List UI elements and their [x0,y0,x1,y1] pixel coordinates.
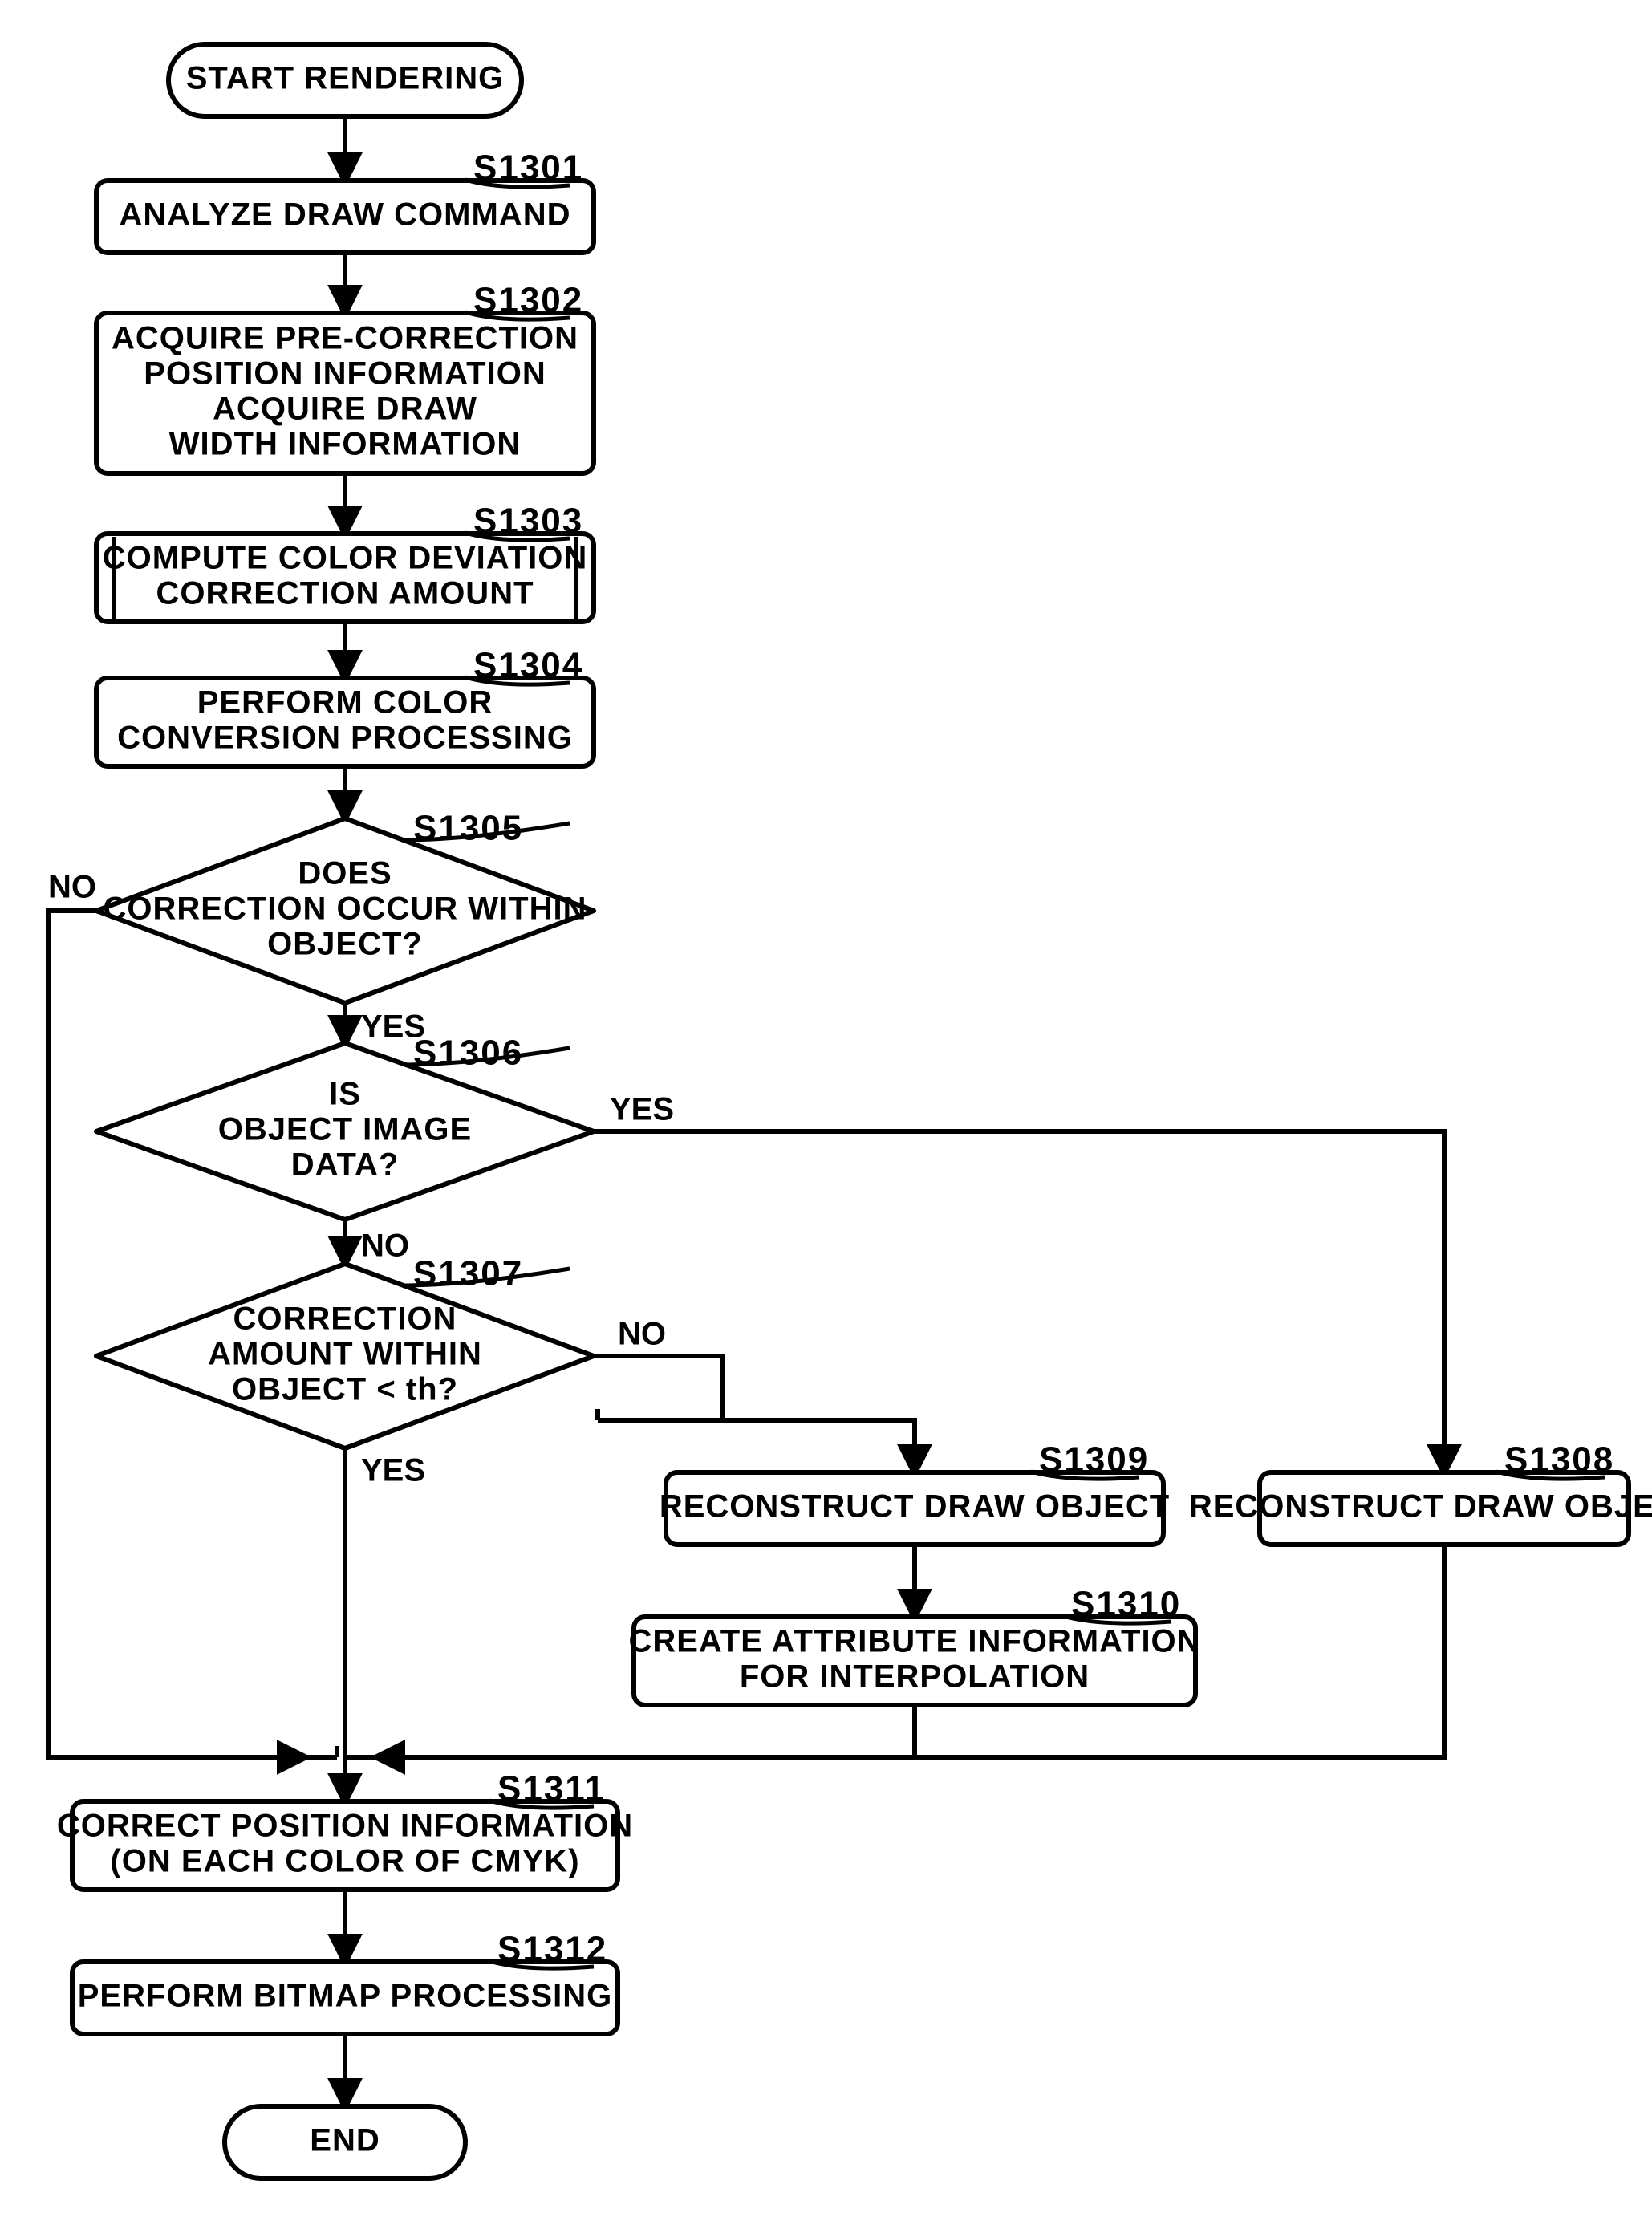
node-text: OBJECT IMAGE [218,1112,472,1147]
node-text: OBJECT? [267,927,423,962]
flow-edge [722,1420,915,1472]
step-label: S1309 [1039,1440,1149,1480]
node-text: CONVERSION PROCESSING [117,721,573,756]
node-text: CREATE ATTRIBUTE INFORMATION [628,1624,1200,1659]
step-label: S1303 [473,501,583,541]
node-text: POSITION INFORMATION [144,356,546,392]
node-text: FOR INTERPOLATION [740,1659,1090,1695]
node-s1307: CORRECTIONAMOUNT WITHINOBJECT < th? S1307 [96,1254,594,1448]
node-text: CORRECTION AMOUNT [156,576,534,611]
node-text: (ON EACH COLOR OF CMYK) [110,1844,579,1879]
node-text: OBJECT < th? [232,1372,458,1407]
node-s1308: RECONSTRUCT DRAW OBJECT S1308 [1189,1440,1652,1545]
step-label: S1307 [413,1254,523,1293]
flow-edge [377,1705,915,1757]
node-text: DOES [298,856,392,891]
step-label: S1304 [473,646,583,685]
node-s1306: ISOBJECT IMAGEDATA? S1306 [96,1033,594,1220]
node-text: WIDTH INFORMATION [169,427,521,462]
edge-label: YES [361,1453,425,1488]
node-text: START RENDERING [186,61,504,96]
node-text: CORRECTION OCCUR WITHIN [104,891,587,927]
node-text: ACQUIRE DRAW [213,392,477,427]
node-text: RECONSTRUCT DRAW OBJECT [1189,1489,1652,1525]
flow-edge [594,1356,722,1420]
edge-label: NO [361,1228,409,1264]
step-label: S1310 [1071,1585,1181,1624]
edge-label: YES [610,1092,674,1127]
node-text: CORRECT POSITION INFORMATION [57,1809,633,1844]
node-text: IS [329,1077,361,1112]
node-text: CORRECTION [233,1301,457,1337]
step-label: S1312 [497,1930,607,1969]
step-label: S1308 [1504,1440,1614,1480]
edge-label: NO [48,870,96,905]
step-label: S1306 [413,1033,523,1073]
node-start: START RENDERING [168,44,522,116]
step-label: S1302 [473,281,583,320]
node-text: END [310,2123,380,2158]
node-s1305: DOESCORRECTION OCCUR WITHINOBJECT? S1305 [96,809,594,1003]
step-label: S1305 [413,809,523,848]
edge-label: NO [618,1317,666,1352]
node-text: PERFORM COLOR [197,685,493,721]
step-label: S1301 [473,148,583,188]
node-text: ACQUIRE PRE-CORRECTION [112,321,578,356]
node-text: ANALYZE DRAW COMMAND [120,197,571,233]
node-text: COMPUTE COLOR DEVIATION [103,541,587,576]
node-text: AMOUNT WITHIN [208,1337,482,1372]
node-end: END [225,2106,465,2178]
step-label: S1311 [497,1769,606,1809]
node-text: DATA? [291,1147,400,1183]
node-text: PERFORM BITMAP PROCESSING [78,1979,613,2014]
node-text: RECONSTRUCT DRAW OBJECT [660,1489,1170,1525]
